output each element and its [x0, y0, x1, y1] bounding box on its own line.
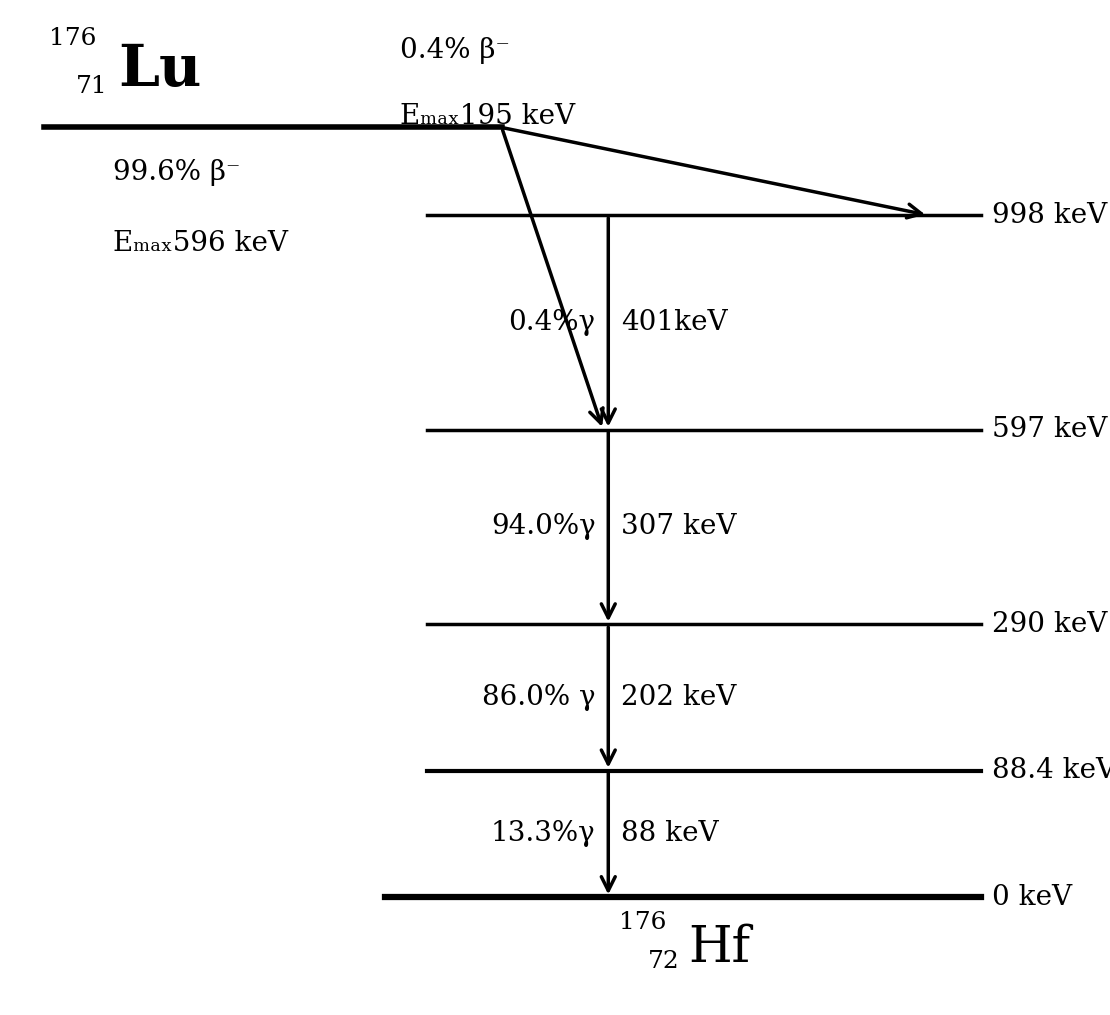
Text: 290 keV: 290 keV	[992, 611, 1108, 638]
Text: Hf: Hf	[688, 924, 750, 973]
Text: 0 keV: 0 keV	[992, 884, 1072, 910]
Text: 0.4% β⁻: 0.4% β⁻	[401, 38, 511, 64]
Text: 401keV: 401keV	[622, 309, 728, 336]
Text: 72: 72	[648, 950, 679, 973]
Text: 307 keV: 307 keV	[622, 514, 737, 541]
Text: Lu: Lu	[118, 43, 202, 98]
Text: 176: 176	[49, 26, 97, 50]
Text: 0.4%γ: 0.4%γ	[508, 309, 595, 336]
Text: 88 keV: 88 keV	[622, 820, 718, 848]
Text: 597 keV: 597 keV	[992, 416, 1108, 444]
Text: 71: 71	[75, 75, 107, 98]
Text: 99.6% β⁻: 99.6% β⁻	[113, 159, 240, 186]
Text: Eₘₐₓ195 keV: Eₘₐₓ195 keV	[401, 104, 576, 130]
Text: 998 keV: 998 keV	[992, 202, 1107, 228]
Text: 13.3%γ: 13.3%γ	[491, 820, 595, 848]
Text: 176: 176	[619, 911, 666, 934]
Text: 94.0%γ: 94.0%γ	[491, 514, 595, 541]
Text: 88.4 keV: 88.4 keV	[992, 757, 1110, 785]
Text: 86.0% γ: 86.0% γ	[482, 684, 595, 712]
Text: 202 keV: 202 keV	[622, 684, 736, 712]
Text: Eₘₐₓ596 keV: Eₘₐₓ596 keV	[113, 229, 287, 257]
